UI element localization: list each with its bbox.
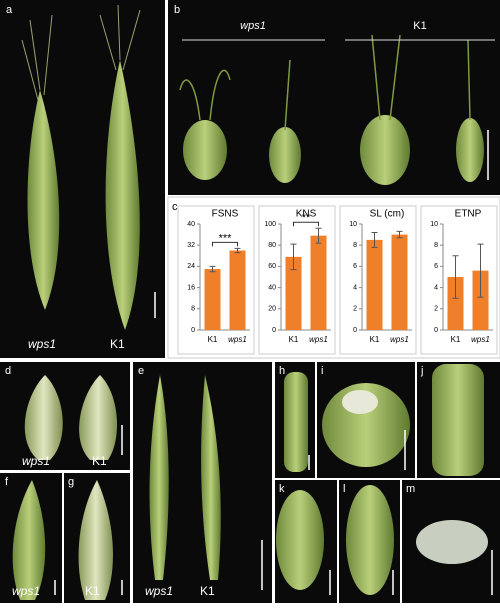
sample-label: wps1 [22, 454, 50, 468]
chart-frame [420, 205, 498, 355]
error-bar [290, 243, 297, 271]
y-tick-label: 6 [434, 263, 438, 270]
panel-label: j [420, 365, 423, 377]
significance: *** [219, 232, 233, 244]
error-bar [315, 227, 322, 244]
y-tick-label: 4 [353, 284, 357, 291]
sample-label: K1 [413, 20, 426, 32]
y-tick-label: 10 [430, 221, 438, 228]
y-tick-label: 0 [272, 327, 276, 334]
y-tick-label: 0 [434, 327, 438, 334]
bar [472, 270, 489, 330]
x-tick-label: K1 [208, 335, 218, 344]
panel-label: g [68, 476, 74, 488]
y-tick-label: 100 [264, 221, 276, 228]
y-tick-label: 8 [434, 242, 438, 249]
chart-frame [177, 205, 255, 355]
sample-label: wps1 [145, 584, 173, 598]
y-tick-label: 60 [268, 263, 276, 270]
y-tick-label: 2 [434, 306, 438, 313]
sample-label: wps1 [240, 20, 266, 32]
chart-title: KNS [296, 209, 317, 220]
panel-label: m [406, 483, 415, 495]
x-tick-label: wps1 [471, 335, 490, 344]
error-bar [452, 255, 459, 299]
y-tick-label: 8 [191, 306, 195, 313]
bar [310, 235, 327, 330]
x-tick-label: K1 [370, 335, 380, 344]
chart-title: ETNP [455, 209, 482, 220]
x-tick-label: K1 [289, 335, 299, 344]
photo-a [0, 0, 165, 358]
y-tick-label: 20 [268, 306, 276, 313]
bar [229, 250, 246, 330]
error-bar [209, 265, 216, 273]
y-tick-label: 4 [434, 284, 438, 291]
sample-label: K1 [92, 454, 107, 468]
y-tick-label: 80 [268, 242, 276, 249]
error-bar [396, 230, 403, 239]
x-tick-label: wps1 [309, 335, 328, 344]
scale-bars [54, 130, 493, 595]
sample-label: wps1 [28, 337, 56, 351]
bar [366, 239, 383, 330]
chart-title: FSNS [212, 209, 239, 220]
error-bar [234, 247, 241, 254]
y-tick-label: 16 [187, 284, 195, 291]
y-tick-label: 10 [349, 221, 357, 228]
significance: ** [302, 212, 311, 224]
panel-label: e [138, 365, 144, 377]
significance-bracket [293, 221, 319, 227]
sample-label: K1 [110, 337, 125, 351]
panel-label: c [172, 201, 178, 213]
x-tick-label: wps1 [390, 335, 409, 344]
panel-c [167, 196, 500, 359]
x-tick-label: K1 [451, 335, 461, 344]
sample-label: K1 [200, 584, 215, 598]
chart-frame [339, 205, 417, 355]
bar [391, 234, 408, 330]
y-tick-label: 0 [353, 327, 357, 334]
y-tick-label: 2 [353, 306, 357, 313]
y-tick-label: 24 [187, 263, 195, 270]
sample-label: wps1 [12, 584, 40, 598]
y-tick-label: 40 [268, 284, 276, 291]
panel-label: h [279, 365, 285, 377]
panel-label: d [5, 365, 11, 377]
y-tick-label: 32 [187, 242, 195, 249]
bar [285, 256, 302, 330]
panel-label: f [5, 476, 9, 488]
y-tick-label: 0 [191, 327, 195, 334]
chart-title: SL (cm) [370, 209, 405, 220]
error-bar [477, 243, 484, 298]
sample-label: K1 [85, 584, 100, 598]
significance-bracket [212, 241, 238, 247]
bar [204, 269, 221, 330]
error-bar [371, 231, 378, 248]
panel-label: a [6, 4, 13, 16]
spike-illustrations [12, 4, 488, 600]
bar [447, 277, 464, 330]
panel-label: l [343, 483, 345, 495]
panel-label: i [321, 365, 323, 377]
panel-label: k [279, 483, 285, 495]
x-tick-label: wps1 [228, 335, 247, 344]
chart-frame [258, 205, 336, 355]
y-tick-label: 6 [353, 263, 357, 270]
y-tick-label: 40 [187, 221, 195, 228]
panel-label: b [174, 4, 180, 16]
y-tick-label: 8 [353, 242, 357, 249]
